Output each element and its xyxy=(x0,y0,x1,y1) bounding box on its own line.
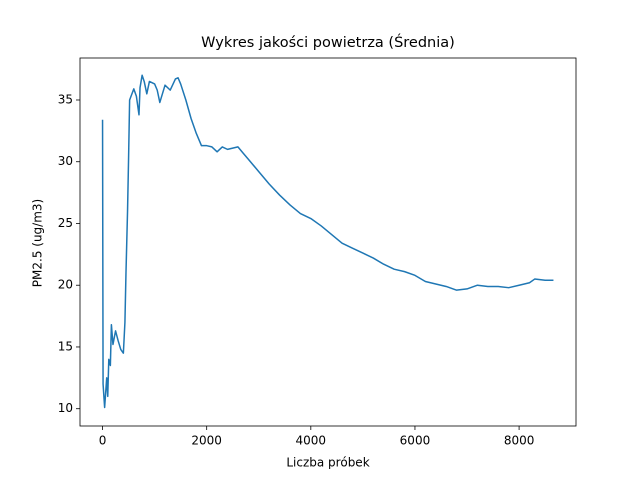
chart-title: Wykres jakości powietrza (Średnia) xyxy=(201,33,455,51)
y-tick-label: 15 xyxy=(58,339,73,353)
x-tick-label: 4000 xyxy=(296,434,327,448)
y-tick-label: 20 xyxy=(58,278,73,292)
x-tick-label: 0 xyxy=(99,434,107,448)
x-tick-label: 6000 xyxy=(400,434,431,448)
data-line xyxy=(101,74,554,409)
plot-frame xyxy=(79,57,577,427)
y-tick-label: 25 xyxy=(58,216,73,230)
x-tick-label: 8000 xyxy=(504,434,535,448)
y-tick-label: 10 xyxy=(58,401,73,415)
x-tick-label: 2000 xyxy=(191,434,222,448)
y-axis-label: PM2.5 (ug/m3) xyxy=(31,199,45,287)
x-axis-label: Liczba próbek xyxy=(286,456,369,470)
y-tick-label: 30 xyxy=(58,154,73,168)
y-tick-label: 35 xyxy=(58,92,73,106)
